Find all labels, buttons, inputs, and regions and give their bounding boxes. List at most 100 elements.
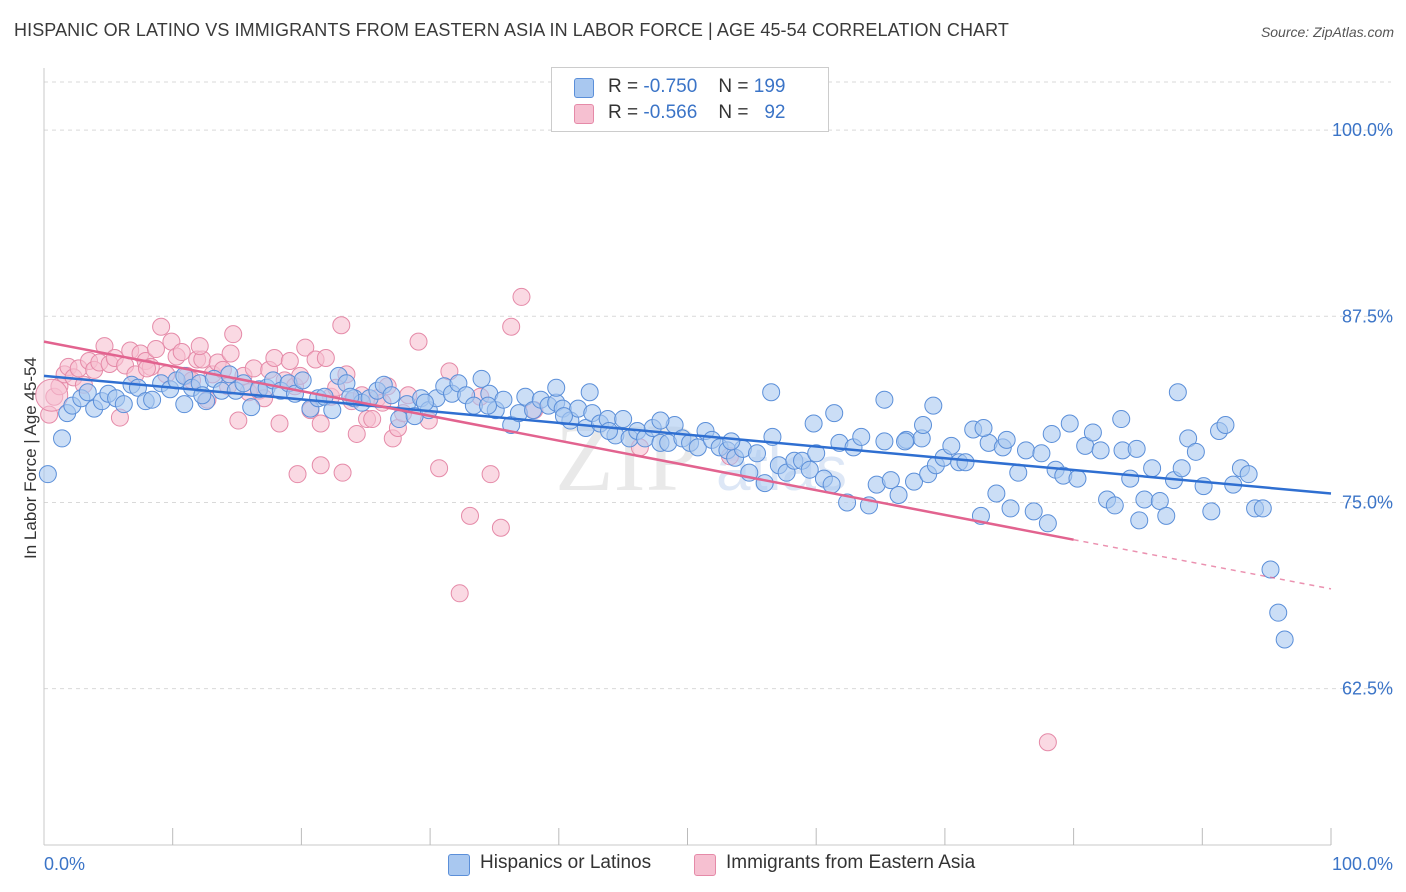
data-point-hispanics [1083, 423, 1102, 442]
data-point-hispanics [580, 383, 599, 402]
data-point-hispanics [987, 484, 1006, 503]
data-point-eastern-asia [229, 411, 248, 430]
data-point-hispanics [804, 414, 823, 433]
data-point-hispanics [1202, 502, 1221, 521]
data-point-eastern-asia [221, 344, 240, 363]
tick-labels: 100.0% 87.5% 75.0% 62.5% 0.0% 100.0% [44, 120, 1393, 874]
data-point-hispanics [974, 418, 993, 437]
data-point-hispanics [1068, 469, 1087, 488]
data-point-eastern-asia [347, 424, 366, 443]
data-point-hispanics [143, 390, 162, 409]
data-point-eastern-asia [491, 518, 510, 537]
data-point-hispanics [755, 474, 774, 493]
data-point-hispanics [722, 432, 741, 451]
data-point-hispanics [494, 390, 513, 409]
data-point-hispanics [905, 472, 924, 491]
data-point-eastern-asia [137, 359, 156, 378]
data-point-hispanics [942, 436, 961, 455]
data-point-hispanics [1269, 603, 1288, 622]
y-tick-label: 100.0% [1332, 120, 1393, 140]
bottom-legend-swatch-pink [694, 854, 716, 876]
y-tick-label: 75.0% [1342, 492, 1393, 512]
data-point-eastern-asia [450, 584, 469, 603]
data-point-hispanics [1253, 499, 1272, 518]
series-hispanics-latinos [38, 365, 1294, 649]
data-point-hispanics [747, 444, 766, 463]
data-point-hispanics [1016, 441, 1035, 460]
data-point-hispanics [1091, 441, 1110, 460]
data-point-eastern-asia [224, 325, 243, 344]
series-immigrants-eastern-asia [35, 287, 1057, 752]
data-point-hispanics [1186, 442, 1205, 461]
data-point-eastern-asia [502, 317, 521, 336]
legend-n-value: 92 [764, 102, 786, 123]
data-point-hispanics [1150, 491, 1169, 510]
data-point-hispanics [78, 383, 97, 402]
trend-line-eastern-asia [43, 340, 1074, 541]
data-point-hispanics [1024, 502, 1043, 521]
legend-r-value: -0.750 [643, 76, 698, 97]
data-point-hispanics [914, 416, 933, 435]
x-tick-label: 100.0% [1332, 854, 1393, 874]
data-point-hispanics [1157, 506, 1176, 525]
data-point-hispanics [875, 390, 894, 409]
data-point-hispanics [762, 383, 781, 402]
trend-line-eastern-asia-extension [1073, 538, 1332, 590]
y-tick-label: 87.5% [1342, 306, 1393, 326]
data-point-hispanics [997, 430, 1016, 449]
data-point-hispanics [838, 493, 857, 512]
data-point-eastern-asia [296, 338, 315, 357]
data-point-hispanics [390, 410, 409, 429]
data-point-hispanics [800, 460, 819, 479]
data-point-hispanics [38, 465, 57, 484]
data-point-eastern-asia [409, 332, 428, 351]
data-point-hispanics [1172, 459, 1191, 478]
data-point-hispanics [1038, 514, 1057, 533]
data-point-hispanics [323, 401, 342, 420]
legend-r-label: R = [608, 76, 639, 97]
data-point-hispanics [807, 444, 826, 463]
data-point-eastern-asia [95, 337, 114, 356]
data-point-hispanics [1001, 499, 1020, 518]
data-point-hispanics [382, 386, 401, 405]
x-tick-label: 0.0% [44, 854, 85, 874]
data-point-hispanics [242, 398, 261, 417]
legend-swatch-pink [574, 104, 594, 124]
legend-n-label: N = [718, 102, 749, 123]
legend-swatch-blue [574, 78, 594, 98]
data-point-hispanics [1042, 424, 1061, 443]
data-point-hispanics [896, 432, 915, 451]
data-point-eastern-asia [146, 340, 165, 359]
data-point-eastern-asia [265, 348, 284, 367]
data-point-hispanics [1032, 444, 1051, 463]
correlation-legend: R = -0.750 N = 199 R = -0.566 N = 92 [551, 67, 829, 132]
data-point-hispanics [1060, 414, 1079, 433]
bottom-legend-label: Hispanics or Latinos [480, 852, 652, 873]
data-point-hispanics [1143, 459, 1162, 478]
data-point-eastern-asia [316, 348, 335, 367]
data-point-hispanics [114, 395, 133, 414]
data-point-eastern-asia [152, 317, 171, 336]
data-point-hispanics [1216, 416, 1235, 435]
data-point-hispanics [293, 371, 312, 390]
data-point-eastern-asia [1038, 733, 1057, 752]
data-point-hispanics [825, 404, 844, 423]
bottom-legend-label: Immigrants from Eastern Asia [726, 852, 976, 873]
data-point-eastern-asia [332, 316, 351, 335]
data-point-hispanics [53, 429, 72, 448]
data-point-eastern-asia [288, 465, 307, 484]
bottom-legend-swatch-blue [448, 854, 470, 876]
data-point-eastern-asia [311, 456, 330, 475]
data-point-eastern-asia [35, 378, 69, 412]
data-point-eastern-asia [481, 465, 500, 484]
data-point-hispanics [472, 369, 491, 388]
data-point-eastern-asia [190, 337, 209, 356]
data-point-hispanics [875, 432, 894, 451]
legend-n-label: N = [718, 76, 749, 97]
data-point-hispanics [688, 438, 707, 457]
data-point-hispanics [881, 471, 900, 490]
data-point-hispanics [175, 395, 194, 414]
data-point-eastern-asia [172, 343, 191, 362]
legend-r-label: R = [608, 102, 639, 123]
data-point-hispanics [651, 411, 670, 430]
